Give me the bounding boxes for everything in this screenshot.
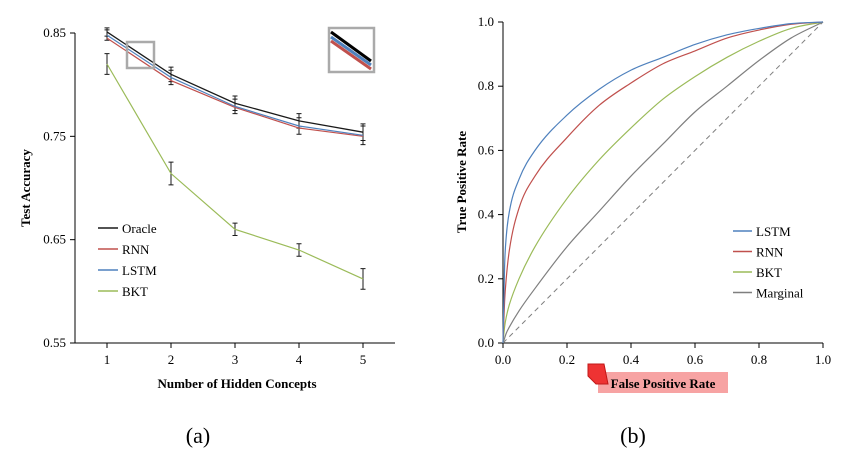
panel-b-label: (b) bbox=[620, 423, 646, 448]
roc-curve-marginal bbox=[502, 21, 824, 344]
series-line-rnn bbox=[106, 37, 364, 137]
panel-a-y-tick-label: 0.65 bbox=[43, 232, 66, 247]
panel-b-x-tick-label: 0.0 bbox=[495, 352, 511, 367]
panel-a-legend: Oracle RNN LSTM BKT bbox=[98, 221, 157, 299]
panel-b-y-tick-label: 0.6 bbox=[478, 142, 495, 157]
panel-b-legend: LSTM RNN BKT Marginal bbox=[733, 224, 804, 301]
panel-a-x-tick-label: 5 bbox=[360, 352, 367, 367]
panel-a-y-tick-label: 0.55 bbox=[43, 335, 66, 350]
error-bar-bkt bbox=[360, 268, 366, 290]
annotation-marker-icon bbox=[587, 363, 609, 385]
legend-label-rnn: RNN bbox=[122, 242, 150, 257]
inset-rnn-line bbox=[330, 39, 372, 71]
legend-label-marginal: Marginal bbox=[756, 286, 804, 301]
panel-a-zoom-box bbox=[125, 40, 156, 70]
panel-b-y-tick-label: 0.4 bbox=[478, 207, 495, 222]
panel-b-y-tick-label: 0.2 bbox=[478, 271, 494, 286]
panel-a-y-label: Test Accuracy bbox=[18, 149, 33, 227]
legend-label-lstm: LSTM bbox=[122, 263, 157, 278]
inset-oracle-line bbox=[330, 30, 372, 63]
panel-b-x-tick-label: 1.0 bbox=[815, 352, 831, 367]
series-line-lstm bbox=[106, 34, 364, 136]
legend-label-rnn: RNN bbox=[756, 245, 784, 260]
legend-label-bkt: BKT bbox=[756, 265, 782, 280]
panel-b-x-tick-label: 0.4 bbox=[623, 352, 640, 367]
chance-diagonal bbox=[502, 21, 824, 344]
legend-label-oracle: Oracle bbox=[122, 221, 157, 236]
x-label-highlight bbox=[598, 372, 728, 393]
series-line-bkt bbox=[106, 63, 364, 280]
inset-lstm-line bbox=[330, 35, 372, 67]
error-bar-oracle bbox=[104, 27, 110, 37]
panel-b-x-label: False Positive Rate bbox=[611, 376, 716, 391]
panel-a-x-tick-label: 2 bbox=[168, 352, 175, 367]
legend-label-bkt: BKT bbox=[122, 284, 148, 299]
panel-a-accuracy-chart: 0.55 0.65 0.75 0.85 1 2 3 4 5 Oracle RNN LSTM BKT N… bbox=[18, 25, 395, 448]
panel-a-inset bbox=[327, 26, 376, 74]
panel-b-x-tick-label: 0.2 bbox=[559, 352, 575, 367]
panel-b-y-tick-label: 0.0 bbox=[478, 335, 494, 350]
roc-curve-rnn bbox=[502, 21, 824, 344]
panel-b-y-label: True Positive Rate bbox=[454, 131, 469, 234]
panel-a-x-tick-label: 1 bbox=[104, 352, 111, 367]
panel-b-x-tick-label: 0.6 bbox=[687, 352, 704, 367]
panel-b-roc-chart: 0.0 0.2 0.4 0.6 0.8 1.0 0.0 0.2 0.4 0.6 0.8 1.0 LST… bbox=[454, 14, 831, 448]
panel-a-x-label: Number of Hidden Concepts bbox=[157, 376, 316, 391]
panel-a-y-tick-label: 0.75 bbox=[43, 128, 66, 143]
panel-a-y-tick-label: 0.85 bbox=[43, 25, 66, 40]
legend-label-lstm: LSTM bbox=[756, 224, 791, 239]
panel-a-label: (a) bbox=[186, 423, 210, 448]
panel-b-x-tick-label: 0.8 bbox=[751, 352, 767, 367]
series-line-oracle bbox=[106, 31, 364, 133]
roc-curve-bkt bbox=[502, 21, 824, 344]
panel-a-x-tick-label: 4 bbox=[296, 352, 303, 367]
panel-b-y-tick-label: 0.8 bbox=[478, 78, 494, 93]
panel-a-x-tick-label: 3 bbox=[232, 352, 239, 367]
panel-b-y-tick-label: 1.0 bbox=[478, 14, 494, 29]
roc-curve-lstm bbox=[502, 21, 824, 344]
